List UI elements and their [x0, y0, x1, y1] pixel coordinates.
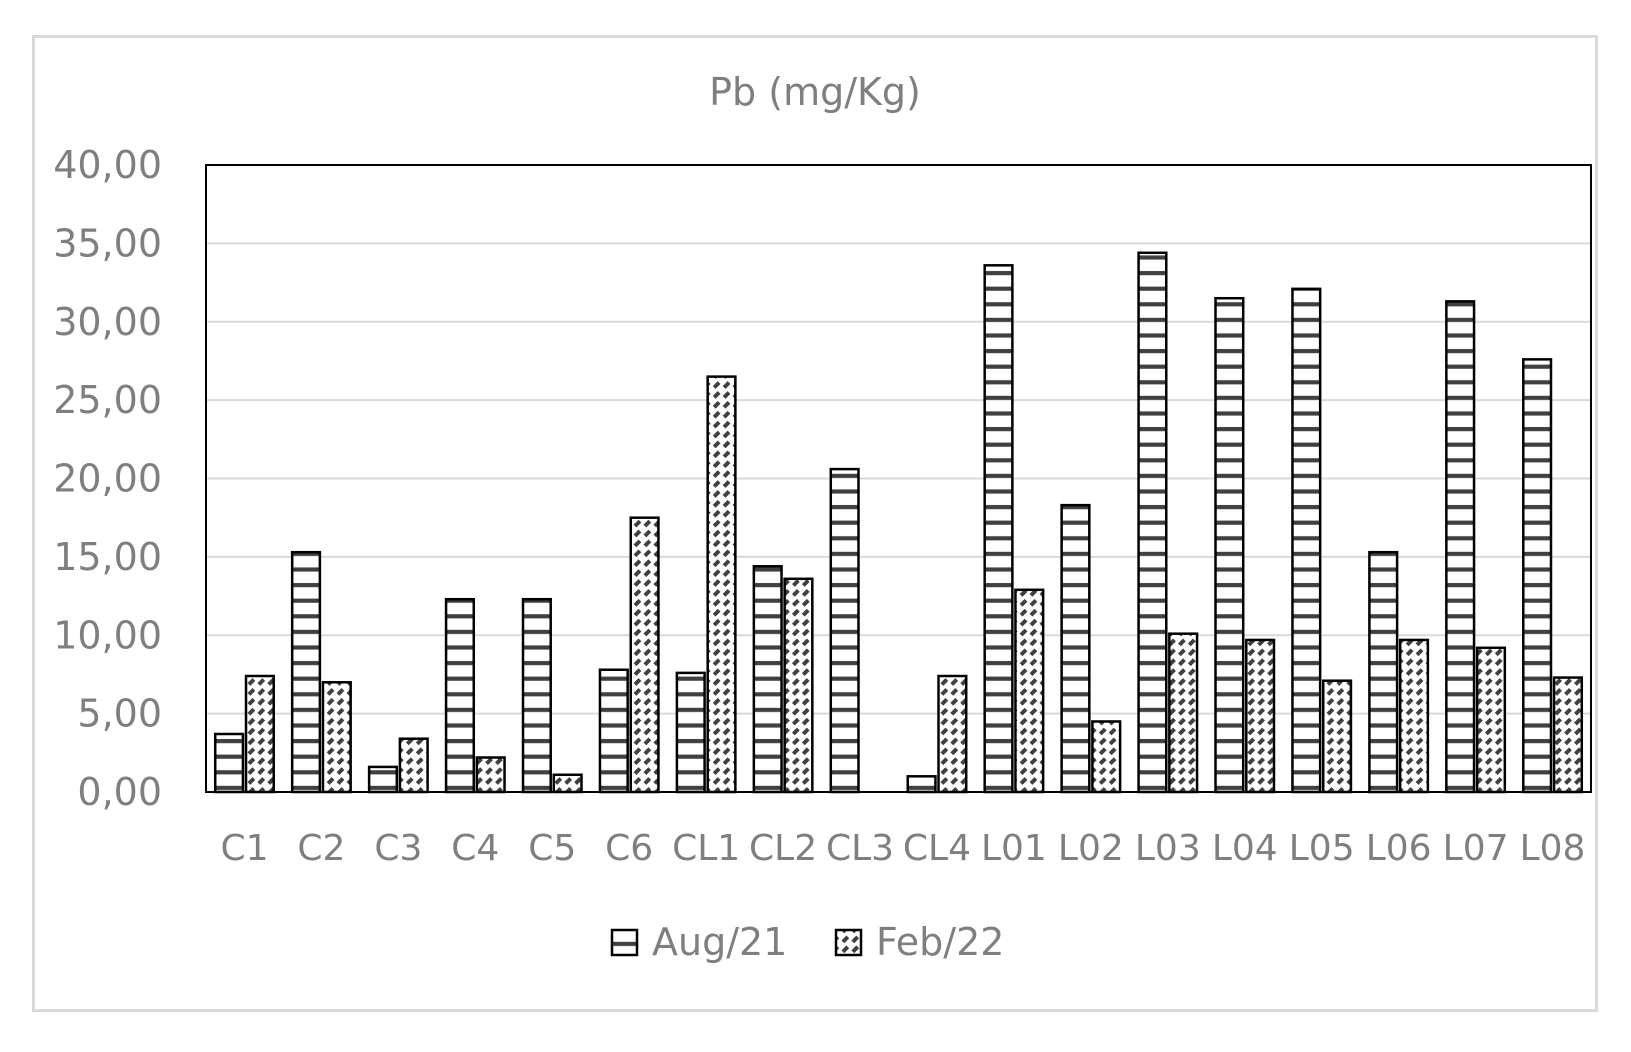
bar-feb-22-l07: [1475, 646, 1507, 794]
y-tick-label: 30,00: [53, 300, 162, 344]
x-tick-label: CL4: [903, 828, 971, 869]
y-tick-label: 35,00: [53, 221, 162, 265]
x-tick-label: CL2: [749, 828, 817, 869]
x-tick-label: L02: [1058, 828, 1124, 869]
bar-feb-22-cl1: [706, 375, 737, 794]
y-tick-label: 5,00: [77, 692, 162, 736]
bar-aug-21-l02: [1060, 503, 1091, 794]
bar-aug-21-c4: [444, 597, 476, 794]
bars: [213, 251, 1584, 794]
x-tick-label: L08: [1520, 828, 1586, 869]
bar-feb-22-l01: [1014, 588, 1045, 794]
x-tick-label: CL1: [672, 828, 740, 869]
bar-aug-21-l01: [983, 264, 1014, 794]
x-tick-label: C1: [220, 828, 268, 869]
bar-aug-21-c3: [367, 765, 399, 794]
bar-aug-21-cl2: [752, 565, 783, 794]
bar-aug-21-l05: [1291, 287, 1322, 794]
bar-feb-22-c5: [552, 773, 583, 794]
bar-aug-21-c5: [521, 597, 552, 794]
bar-feb-22-l06: [1398, 638, 1430, 794]
bar-aug-21-c6: [598, 668, 629, 794]
bar-feb-22-c1: [244, 674, 275, 794]
bar-feb-22-l03: [1168, 632, 1199, 794]
x-tick-label: CL3: [826, 828, 894, 869]
y-tick-label: 40,00: [53, 143, 162, 187]
x-tick-label: C6: [605, 828, 653, 869]
x-tick-label: C3: [374, 828, 422, 869]
bar-aug-21-l08: [1522, 358, 1553, 794]
bar-feb-22-l08: [1552, 676, 1584, 794]
x-tick-label: C2: [297, 828, 345, 869]
legend-swatch: [610, 928, 639, 957]
bar-aug-21-l07: [1445, 300, 1476, 794]
x-tick-label: L06: [1366, 828, 1432, 869]
y-tick-label: 10,00: [53, 613, 162, 657]
bar-aug-21-c1: [213, 732, 245, 794]
x-tick-label: L07: [1443, 828, 1509, 869]
x-tick-label: L04: [1212, 828, 1278, 869]
legend-label: Aug/21: [652, 920, 787, 964]
bar-aug-21-cl1: [675, 671, 706, 794]
x-tick-label: C5: [528, 828, 576, 869]
bar-feb-22-c4: [475, 756, 506, 794]
x-axis: C1 C2 C3 C4 C5 C6 CL1 CL2 CL3 CL4 L01 L02 L03 L04 L05 L…: [220, 828, 1585, 869]
legend: Aug/21 Feb/22: [610, 920, 1004, 964]
x-tick-label: C4: [451, 828, 499, 869]
plot-area-border: [205, 164, 1592, 793]
bar-feb-22-c3: [398, 737, 429, 794]
y-tick-label: 25,00: [53, 378, 162, 422]
chart-frame: [32, 35, 1598, 1012]
bar-aug-21-l06: [1368, 550, 1399, 794]
x-tick-label: L01: [981, 828, 1047, 869]
bar-feb-22-c2: [321, 681, 352, 794]
bar-feb-22-c6: [629, 516, 660, 794]
bar-aug-21-cl3: [829, 467, 860, 794]
y-axis: 0,00 5,00 10,00 15,00 20,00 25,00 30,00 35,00 40…: [53, 143, 162, 814]
bar-aug-21-cl4: [906, 775, 937, 794]
legend-label: Feb/22: [876, 920, 1004, 964]
bar-feb-22-l05: [1321, 679, 1353, 794]
y-tick-label: 0,00: [77, 770, 162, 814]
y-tick-label: 20,00: [53, 457, 162, 501]
legend-swatch: [834, 928, 863, 957]
bar-feb-22-l04: [1245, 638, 1276, 794]
bar-feb-22-cl4: [937, 674, 968, 794]
chart-title: Pb (mg/Kg): [709, 70, 921, 114]
x-tick-label: L03: [1135, 828, 1201, 869]
bar-aug-21-l04: [1214, 296, 1245, 794]
bar-feb-22-l02: [1091, 720, 1122, 794]
y-tick-label: 15,00: [53, 535, 162, 579]
bar-aug-21-l03: [1137, 251, 1168, 794]
bar-feb-22-cl2: [783, 577, 814, 794]
bar-aug-21-c2: [290, 550, 322, 794]
x-tick-label: L05: [1289, 828, 1355, 869]
